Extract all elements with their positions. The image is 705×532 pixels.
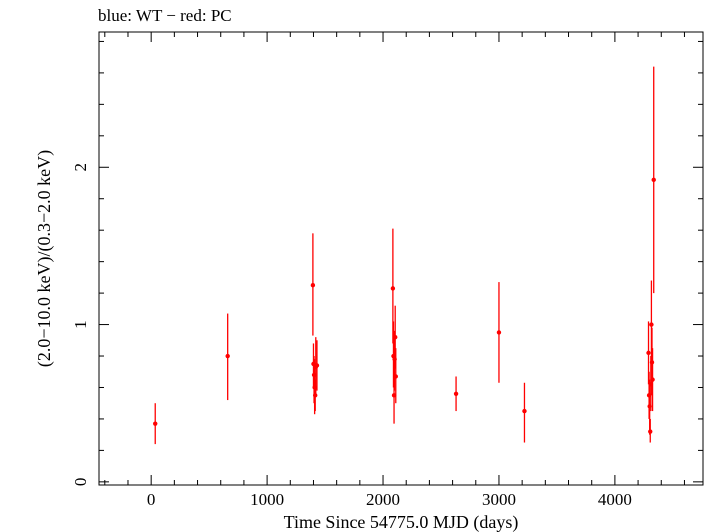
- data-point: [649, 360, 655, 365]
- y-tick-label: 1: [71, 320, 90, 329]
- data-point: [392, 356, 397, 362]
- data-point: [651, 177, 656, 183]
- data-point: [153, 421, 158, 426]
- data-point: [646, 393, 652, 398]
- x-tick-label: 4000: [598, 490, 632, 509]
- y-axis-label: (2.0−10.0 keV)/(0.3−2.0 keV): [34, 150, 55, 367]
- data-point: [391, 393, 397, 398]
- tick-labels: 0 1000 2000 3000 4000 0 1 2: [71, 163, 632, 509]
- data-point: [393, 334, 398, 340]
- data-point: [314, 363, 320, 368]
- data-point: [313, 393, 318, 398]
- data-point: [225, 353, 230, 359]
- error-bars: [154, 66, 655, 445]
- x-tick-label: 2000: [366, 490, 400, 509]
- data-markers: [153, 177, 656, 434]
- y-tick-label: 0: [71, 478, 90, 487]
- y-tick-label: 2: [71, 163, 90, 172]
- data-point: [650, 377, 655, 382]
- data-point: [390, 286, 396, 291]
- data-point: [649, 322, 654, 327]
- axes-ticks: [99, 32, 703, 485]
- plot-frame: [98, 31, 704, 486]
- data-point: [312, 385, 317, 390]
- data-point: [311, 361, 316, 367]
- x-tick-label: 3000: [482, 490, 516, 509]
- x-axis-label: Time Since 54775.0 MJD (days): [284, 512, 519, 532]
- data-point: [311, 372, 317, 378]
- data-point: [496, 330, 502, 335]
- data-point: [648, 429, 653, 434]
- data-point: [310, 283, 316, 288]
- data-point: [453, 391, 459, 396]
- chart-title: blue: WT − red: PC: [98, 6, 232, 25]
- x-tick-label: 0: [147, 490, 156, 509]
- data-point: [393, 374, 398, 379]
- data-point: [647, 404, 652, 409]
- data-point: [648, 382, 654, 387]
- data-point: [646, 350, 651, 356]
- data-point: [522, 408, 527, 414]
- x-tick-label: 1000: [250, 490, 284, 509]
